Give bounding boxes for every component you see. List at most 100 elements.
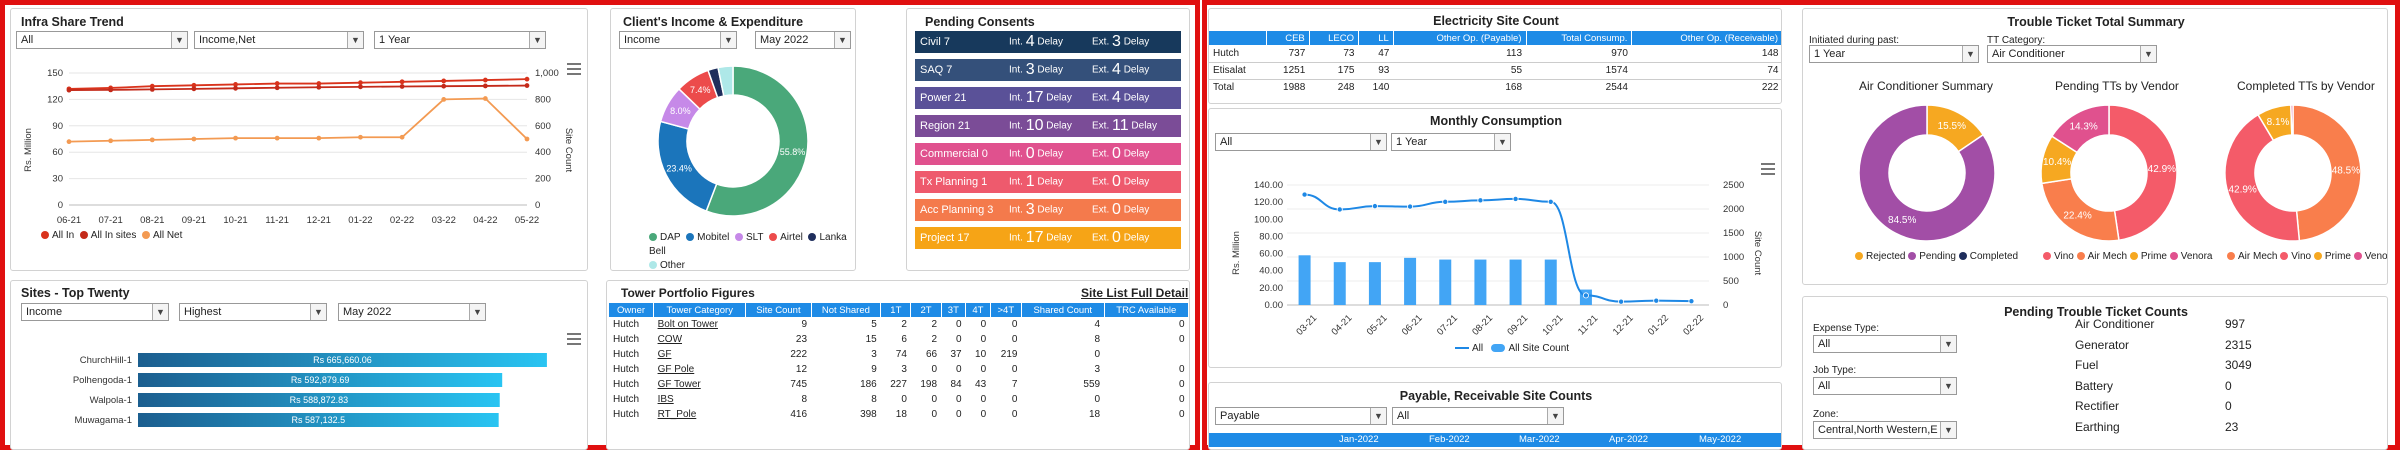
tt-count-label[interactable]: Battery [2075,378,2114,393]
tick-label: 12-21 [1611,313,1636,338]
table-cell[interactable]: RT_Pole [657,409,697,420]
consent-row-project[interactable]: Project 17 Int. 17 Delay Ext. 0 Delay [915,227,1181,249]
data-point [358,84,363,90]
payable-filter-1[interactable]: Payable ▼ [1215,407,1387,425]
data-point [1547,198,1554,205]
clients-filter-2[interactable]: May 2022 ▼ [755,31,851,49]
table-cell: 2 [931,334,938,345]
sites-filter-1[interactable]: Income ▼ [21,303,169,321]
chevron-down-icon: ▼ [171,32,187,48]
consent-row-acc-planning[interactable]: Acc Planning 3 Int. 3 Delay Ext. 0 Delay [915,199,1181,221]
table-cell: 3 [901,364,907,375]
tick-label: 150 [47,68,63,79]
menu-icon[interactable] [1761,163,1775,175]
legend-item: Air Mech [2227,251,2277,262]
table-cell: 970 [1611,47,1628,59]
infra-filter-1[interactable]: All ▼ [16,31,188,49]
consent-row-civil[interactable]: Civil 7 Int. 4 Delay Ext. 3 Delay [915,31,1181,53]
table-cell[interactable]: IBS [657,394,674,405]
site-list-link[interactable]: Site List Full Detail [1081,286,1189,300]
payable-header [1209,433,1781,447]
legend-item: Prime [2313,251,2351,262]
tick-label: 04-22 [473,215,497,226]
table-cell: Hutch [613,409,640,420]
panel-title: Pending Consents [925,15,1035,29]
consent-count: 21 [954,92,967,104]
infra-filter-3[interactable]: 1 Year ▼ [374,31,546,49]
table-cell: 0 [1011,319,1018,330]
menu-icon[interactable] [567,63,581,75]
table-row: Hutch COW 23 15 6 2 0 0 0 8 0 [609,332,1189,347]
chevron-down-icon: ▼ [1547,408,1563,424]
table-cell: 0 [1178,364,1185,375]
category-label: ChurchHill-1 [80,355,132,366]
menu-icon[interactable] [567,333,581,345]
infra-filter-2[interactable]: Income,Net ▼ [194,31,364,49]
consent-name: Commercial [920,148,979,160]
table-cell[interactable]: Bolt on Tower [657,319,718,330]
data-point [1336,206,1343,213]
sites-filter-2[interactable]: Highest ▼ [179,303,327,321]
pendtt-filter-3[interactable]: Central,North Western,E ▼ [1813,421,1957,439]
table-cell: Hutch [1213,47,1240,59]
tt-count-label[interactable]: Air Conditioner [2075,317,2155,331]
monthly-panel: Monthly Consumption All ▼ 1 Year ▼ 0.00 20.… [1208,108,1782,368]
table-cell[interactable]: COW [657,334,683,345]
consent-row-saq[interactable]: SAQ 7 Int. 3 Delay Ext. 4 Delay [915,59,1181,81]
legend-item: Vino [2280,251,2311,262]
payable-filter-2[interactable]: All ▼ [1392,407,1564,425]
table-cell: Hutch [613,349,640,360]
consent-int: Int. 3 Delay [1009,61,1063,78]
sites-filter-3[interactable]: May 2022 ▼ [338,303,486,321]
chevron-down-icon: ▼ [347,32,363,48]
tt-count-label[interactable]: Rectifier [2075,399,2120,413]
monthly-filter-2[interactable]: 1 Year ▼ [1391,133,1511,151]
table-cell: 0 [1011,334,1018,345]
table-cell: 0 [1094,349,1101,360]
table-cell: Total [1213,82,1235,94]
clients-filter-1[interactable]: Income ▼ [619,31,737,49]
category-label: Muwagama-1 [74,415,132,426]
pendtt-filter-2[interactable]: All ▼ [1813,377,1957,395]
table-cell[interactable]: GF [657,349,672,360]
legend-item: Venora [2353,251,2387,262]
tt-count-label[interactable]: Generator [2075,337,2130,352]
table-cell: 37 [950,349,962,360]
tt-filter-2[interactable]: Air Conditioner ▼ [1987,45,2157,63]
table-cell: 198 [920,379,938,390]
tick-label: 06-21 [57,215,81,226]
chevron-down-icon: ▼ [310,304,326,320]
consent-int: Int. 17 Delay [1009,229,1072,246]
slice-label: 10.4% [2043,157,2071,168]
table-cell[interactable]: GF Pole [657,364,695,375]
table-cell: 2 [931,319,938,330]
consent-row-tx-planning[interactable]: Tx Planning 1 Int. 1 Delay Ext. 0 Delay [915,171,1181,193]
consent-row-region[interactable]: Region 21 Int. 10 Delay Ext. 11 Delay [915,115,1181,137]
table-cell: 222 [1761,82,1779,94]
monthly-filter-1[interactable]: All ▼ [1215,133,1387,151]
table-cell: 43 [975,379,987,390]
consent-row-commercial[interactable]: Commercial 0 Int. 0 Delay Ext. 0 Delay [915,143,1181,165]
pendtt-filter-1[interactable]: All ▼ [1813,335,1957,353]
data-point [441,83,447,89]
tt-filter-1[interactable]: 1 Year ▼ [1809,45,1979,63]
tt-count-label[interactable]: Earthing [2075,419,2120,434]
tick-label: 2500 [1723,180,1744,191]
table-cell[interactable]: GF Tower [657,379,701,390]
column-header: Other Op. (Payable) [1393,31,1527,45]
consent-row-power[interactable]: Power 21 Int. 17 Delay Ext. 4 Delay [915,87,1181,109]
tick-label: 08-21 [1470,313,1495,338]
category-label: Polhengoda-1 [73,375,132,386]
consent-count: 7 [946,64,953,76]
tt-count-label[interactable]: Fuel [2075,358,2099,372]
slice-label: 7.4% [690,85,711,95]
data-point [1653,297,1660,304]
tt-label-1: Initiated during past: [1809,35,1900,46]
chevron-down-icon: ▼ [1940,422,1956,438]
tick-label: 05-21 [1365,313,1390,338]
right-frame [1202,0,2400,450]
tick-label: 1,000 [535,68,559,79]
series-line-all-in [68,78,528,90]
column-header: 3T [941,303,967,317]
tick-label: 04-21 [1329,313,1354,338]
